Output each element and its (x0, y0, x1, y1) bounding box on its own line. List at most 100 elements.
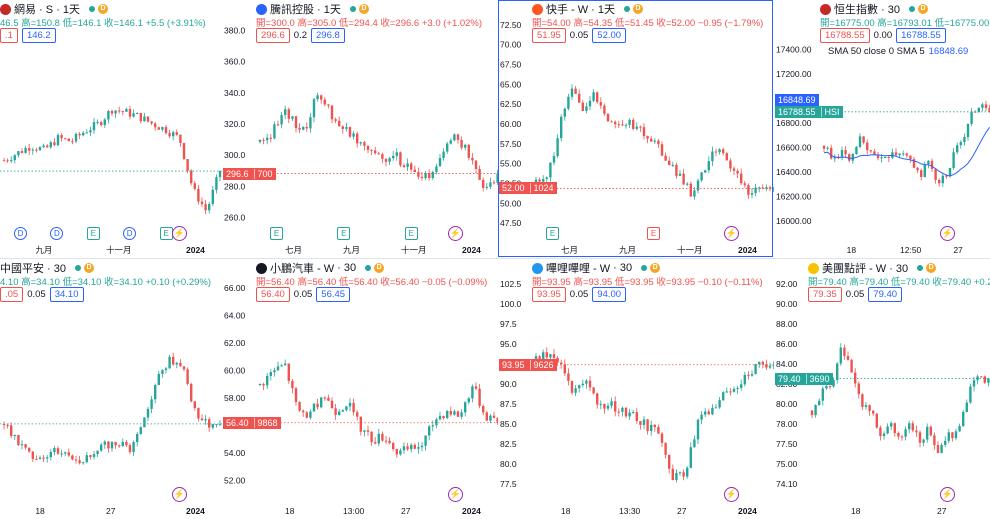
candle-body (970, 111, 973, 124)
symbol-title[interactable]: 快手 - W (546, 4, 589, 16)
sell-button[interactable]: 93.95 (532, 287, 566, 302)
price-chart-canvas[interactable]: 18 27 2024 (0, 259, 222, 519)
last-volume-value: 9626 (529, 359, 554, 370)
sell-button[interactable]: 51.95 (532, 28, 566, 43)
buy-button[interactable]: 16788.55 (896, 28, 946, 43)
dividend-badge-icon: D (374, 263, 385, 273)
price-chart-canvas[interactable]: 66.0064.0062.0060.0058.0056.0054.0052.00… (222, 259, 498, 519)
earnings-event-icon[interactable]: E (337, 227, 351, 240)
buy-button[interactable]: 79.40 (868, 287, 903, 302)
candle-body (918, 432, 922, 443)
y-axis-tick: 280.0 (224, 181, 246, 191)
symbol-title[interactable]: 小鵬汽車 - W (270, 263, 335, 275)
symbol-title[interactable]: 恒生指數 · 30 (834, 4, 901, 16)
sell-button[interactable]: 79.35 (808, 287, 842, 302)
symbol-title[interactable]: 嗶哩嗶哩 - W (546, 263, 611, 275)
replay-lightning-icon[interactable]: ⚡ (940, 487, 955, 502)
candle-body (60, 453, 63, 455)
candle-body (610, 121, 613, 123)
replay-lightning-icon[interactable]: ⚡ (172, 226, 187, 241)
chart-panel-p8[interactable]: 92.0090.0088.0086.0084.0082.0080.0078.00… (774, 259, 990, 519)
dividend-event-icon[interactable]: D (123, 227, 137, 240)
earnings-event-icon[interactable]: E (270, 227, 283, 240)
candle-body (839, 347, 842, 364)
candle-body (740, 173, 743, 184)
candle-body (866, 142, 869, 151)
earnings-event-icon[interactable]: E (546, 227, 559, 240)
timeframe-label[interactable]: · 1天 (591, 4, 616, 16)
price-chart-canvas[interactable]: 九月 十一月 2024 (0, 0, 222, 258)
symbol-title-row[interactable]: 美團點評 - W · 30 D (808, 260, 937, 276)
candle-body (875, 413, 878, 428)
chart-panel-p5[interactable]: 18 27 2024 中國平安 · 30 D 4.10 高=34.10 低=34.10 收… (0, 259, 222, 519)
candle-body (395, 449, 398, 455)
timeframe-label[interactable]: · 1天 (56, 4, 80, 16)
sell-button[interactable]: .1 (0, 28, 18, 43)
buy-button[interactable]: 34.10 (49, 287, 84, 302)
chart-panel-p3[interactable]: 72.50 70.00 67.50 65.00 62.50 60.00 57.50 55.00… (498, 0, 774, 258)
replay-lightning-icon[interactable]: ⚡ (448, 226, 463, 241)
candle-body (686, 467, 689, 477)
sell-button[interactable]: 16788.55 (820, 28, 870, 43)
timeframe-label[interactable]: · 30 (613, 262, 633, 274)
last-price-label: 16788.55 HSI (775, 105, 843, 118)
timeframe-label[interactable]: · 30 (337, 262, 357, 274)
replay-lightning-icon[interactable]: ⚡ (448, 487, 463, 502)
price-chart-canvas[interactable]: 380.0 360.0 340.0 320.0 300.0 280.0 260.0 七月 九月 十… (222, 0, 498, 258)
replay-lightning-icon[interactable]: ⚡ (940, 226, 955, 241)
candle-body (406, 446, 409, 450)
chart-panel-p7[interactable]: 102.5100.097.595.092.590.087.585.082.580… (498, 259, 774, 519)
candle-body (402, 165, 406, 168)
candle-body (884, 156, 887, 158)
sma-indicator-legend[interactable]: SMA 50 close 0 SMA 5 16848.69 (828, 46, 968, 57)
candle-body (42, 145, 45, 148)
earnings-event-icon[interactable]: E (159, 227, 173, 240)
symbol-title[interactable]: 騰訊控股 · 1天 (270, 4, 341, 16)
buy-button[interactable]: 94.00 (592, 287, 627, 302)
candle-body (28, 447, 31, 452)
candle-body (585, 380, 588, 384)
candle-body (132, 113, 135, 117)
sell-button[interactable]: .05 (0, 287, 24, 302)
symbol-title-row[interactable]: 快手 - W · 1天 D (532, 1, 644, 17)
sell-button[interactable]: 296.6 (256, 28, 290, 43)
replay-lightning-icon[interactable]: ⚡ (724, 226, 739, 241)
y-axis-tick: 77.5 (500, 479, 517, 489)
chart-panel-p6[interactable]: 66.0064.0062.0060.0058.0056.0054.0052.00… (222, 259, 498, 519)
chart-panel-p4[interactable]: 17400.0017200.0017000.0016800.0016600.00… (774, 0, 990, 258)
dividend-event-icon[interactable]: D (14, 227, 27, 240)
replay-lightning-icon[interactable]: ⚡ (172, 487, 187, 502)
sma-label: SMA 50 close 0 SMA 5 (828, 46, 925, 57)
replay-lightning-icon[interactable]: ⚡ (724, 487, 739, 502)
sell-button[interactable]: 56.40 (256, 287, 290, 302)
candle-body (118, 110, 121, 112)
symbol-title-row[interactable]: 中國平安 · 30 D (0, 260, 95, 276)
dividend-event-icon[interactable]: D (50, 227, 64, 240)
symbol-title-row[interactable]: 嗶哩嗶哩 - W · 30 D (532, 260, 661, 276)
candle-body (258, 383, 262, 385)
symbol-title[interactable]: 中國平安 · 30 (0, 263, 67, 275)
candle-body (334, 408, 337, 415)
candle-body (933, 435, 936, 446)
buy-button[interactable]: 146.2 (21, 28, 56, 43)
earnings-event-icon[interactable]: E (86, 227, 100, 240)
symbol-title-row[interactable]: 小鵬汽車 - W · 30 D (256, 260, 385, 276)
buy-button[interactable]: 52.00 (592, 28, 627, 43)
symbol-title-row[interactable]: 騰訊控股 · 1天 D (256, 1, 369, 17)
candle-body (689, 183, 692, 197)
symbol-title[interactable]: 網易 · S (14, 4, 54, 16)
chart-panel-p2[interactable]: 380.0 360.0 340.0 320.0 300.0 280.0 260.0 七月 九月 十… (222, 0, 498, 258)
chart-panel-p1[interactable]: 九月 十一月 2024 網易 · S · 1天 D 46.5 高=150.8 低=146.… (0, 0, 222, 258)
buy-button[interactable]: 56.45 (316, 287, 351, 302)
candle-body (38, 457, 42, 460)
symbol-title-row[interactable]: 恒生指數 · 30 D (820, 1, 929, 17)
candle-body (825, 385, 828, 389)
candle-body (830, 147, 833, 159)
symbol-title-row[interactable]: 網易 · S · 1天 D (0, 1, 108, 17)
earnings-event-icon[interactable]: E (647, 227, 660, 240)
earnings-event-icon[interactable]: E (404, 227, 418, 240)
candle-body (456, 134, 460, 140)
symbol-title[interactable]: 美團點評 - W · 30 (822, 263, 909, 275)
bilibili-icon (532, 262, 543, 274)
buy-button[interactable]: 296.8 (311, 28, 345, 43)
